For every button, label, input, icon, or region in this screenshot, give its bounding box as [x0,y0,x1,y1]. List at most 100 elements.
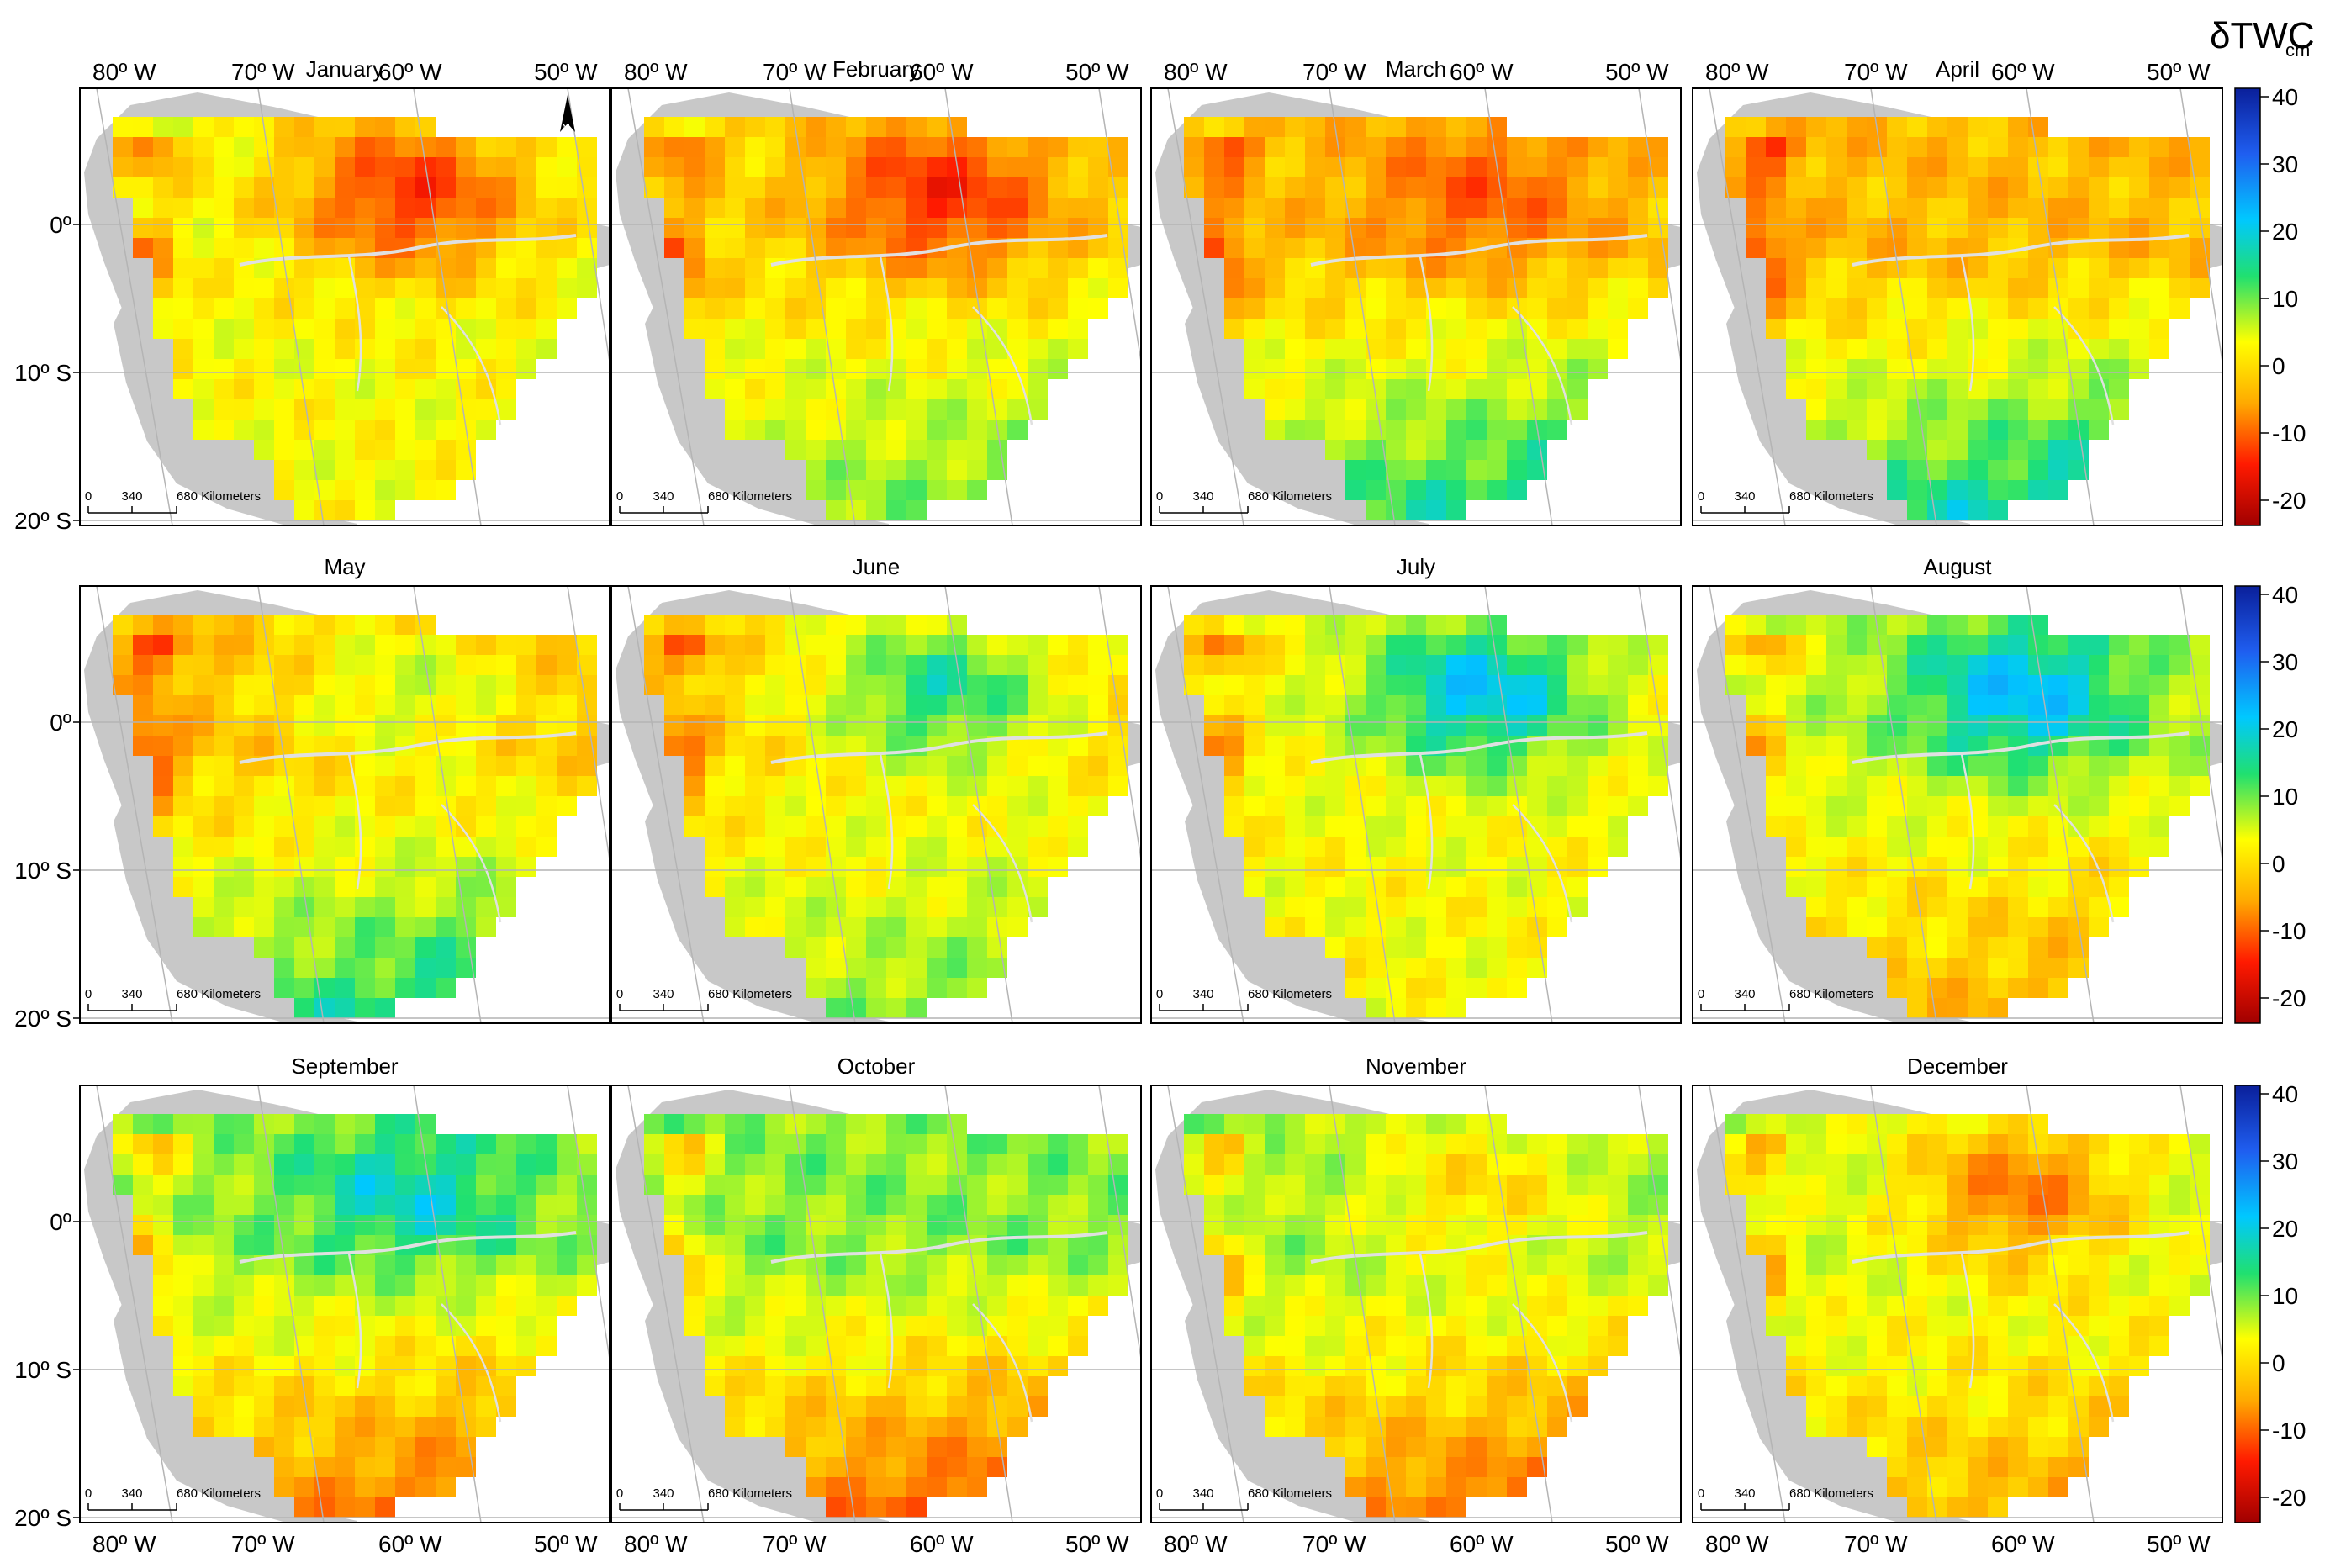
twc-cell [536,736,557,756]
twc-cell [947,1215,967,1235]
twc-cell [664,157,684,177]
twc-cell [745,258,765,278]
twc-cell [886,998,906,1018]
colorbar-tick-label: 40 [2272,84,2298,110]
twc-cell [1285,715,1305,736]
twc-cell [1345,1356,1366,1376]
twc-cell [516,776,536,796]
twc-cell [906,695,927,715]
twc-cell [1048,298,1068,319]
twc-cell [173,157,193,177]
twc-cell [906,278,927,298]
twc-cell [1608,635,1628,655]
twc-cell [2008,1437,2028,1457]
twc-cell [1028,359,1048,379]
twc-cell [193,816,214,837]
twc-cell [2169,1275,2190,1296]
twc-cell [375,958,395,978]
twc-cell [1988,1114,2008,1134]
twc-cell [1887,379,1907,399]
twc-cells [644,1114,1128,1518]
twc-cell [274,117,294,137]
twc-cell [826,238,846,258]
twc-cell [1007,1134,1028,1154]
twc-cell [1108,635,1128,655]
scale-bar-label: 0 [616,987,623,1001]
twc-cell [2169,675,2190,695]
twc-cell [375,877,395,897]
twc-cell [294,278,314,298]
twc-cell [1285,695,1305,715]
twc-cell [1968,1134,1988,1154]
twc-cell [1487,1316,1507,1336]
twc-cell [375,1114,395,1134]
panel-frame [1692,87,2223,526]
twc-cell [254,1195,274,1215]
twc-cell [415,937,436,958]
twc-cell [294,198,314,218]
twc-cell [1547,198,1567,218]
twc-cell [1244,137,1265,157]
twc-cell [113,1154,133,1175]
twc-cell [684,117,705,137]
twc-cell [1988,1477,2008,1497]
twc-cell [785,675,806,695]
twc-cell [1028,1336,1048,1356]
twc-cell [866,776,886,796]
twc-cell [173,615,193,635]
twc-cell [1826,1356,1847,1376]
twc-cell [1466,837,1487,857]
twc-cell [456,339,476,359]
twc-cell [1766,137,1786,157]
twc-cell [254,816,274,837]
twc-cell [355,857,375,877]
twc-cell [927,917,947,937]
twc-cell [765,359,785,379]
twc-cell [927,857,947,877]
twc-cell [1806,420,1826,440]
twc-cell [335,319,355,339]
twc-cell [1007,157,1028,177]
twc-cell [1487,480,1507,500]
twc-cell [1028,1316,1048,1336]
twc-cell [2149,1296,2169,1316]
twc-cell [1547,137,1567,157]
meridian-line [1709,1085,1786,1523]
twc-cell [1108,675,1128,695]
twc-cell [1907,198,1927,218]
twc-cell [664,198,684,218]
twc-cell [1285,736,1305,756]
twc-cell [1487,816,1507,837]
twc-cell [1968,1356,1988,1376]
twc-cell [2068,857,2089,877]
twc-cell [1527,635,1547,655]
twc-cell [745,897,765,917]
twc-cell [785,1215,806,1235]
twc-cell [846,837,866,857]
twc-cell [2068,937,2089,958]
twc-cell [375,917,395,937]
twc-cell [1406,1215,1426,1235]
twc-cell [1048,198,1068,218]
twc-cell [314,816,335,837]
twc-cell [1345,480,1366,500]
twc-cell [1947,1497,1968,1518]
twc-cell [2109,379,2129,399]
scale-bar-label: 340 [1734,987,1755,1001]
twc-cell [335,1275,355,1296]
twc-cell [1988,1336,2008,1356]
twc-cell [294,117,314,137]
latitude-label: 20º S [14,508,71,534]
twc-cell [1068,1134,1088,1154]
twc-cell [1325,420,1345,440]
twc-cell [173,655,193,675]
twc-cell [274,177,294,198]
twc-cell [375,897,395,917]
twc-cell [2190,238,2210,258]
twc-cell [254,137,274,157]
twc-cell [1048,715,1068,736]
twc-cell [846,1215,866,1235]
twc-cell [133,615,153,635]
twc-cell [1466,715,1487,736]
twc-cell [193,157,214,177]
